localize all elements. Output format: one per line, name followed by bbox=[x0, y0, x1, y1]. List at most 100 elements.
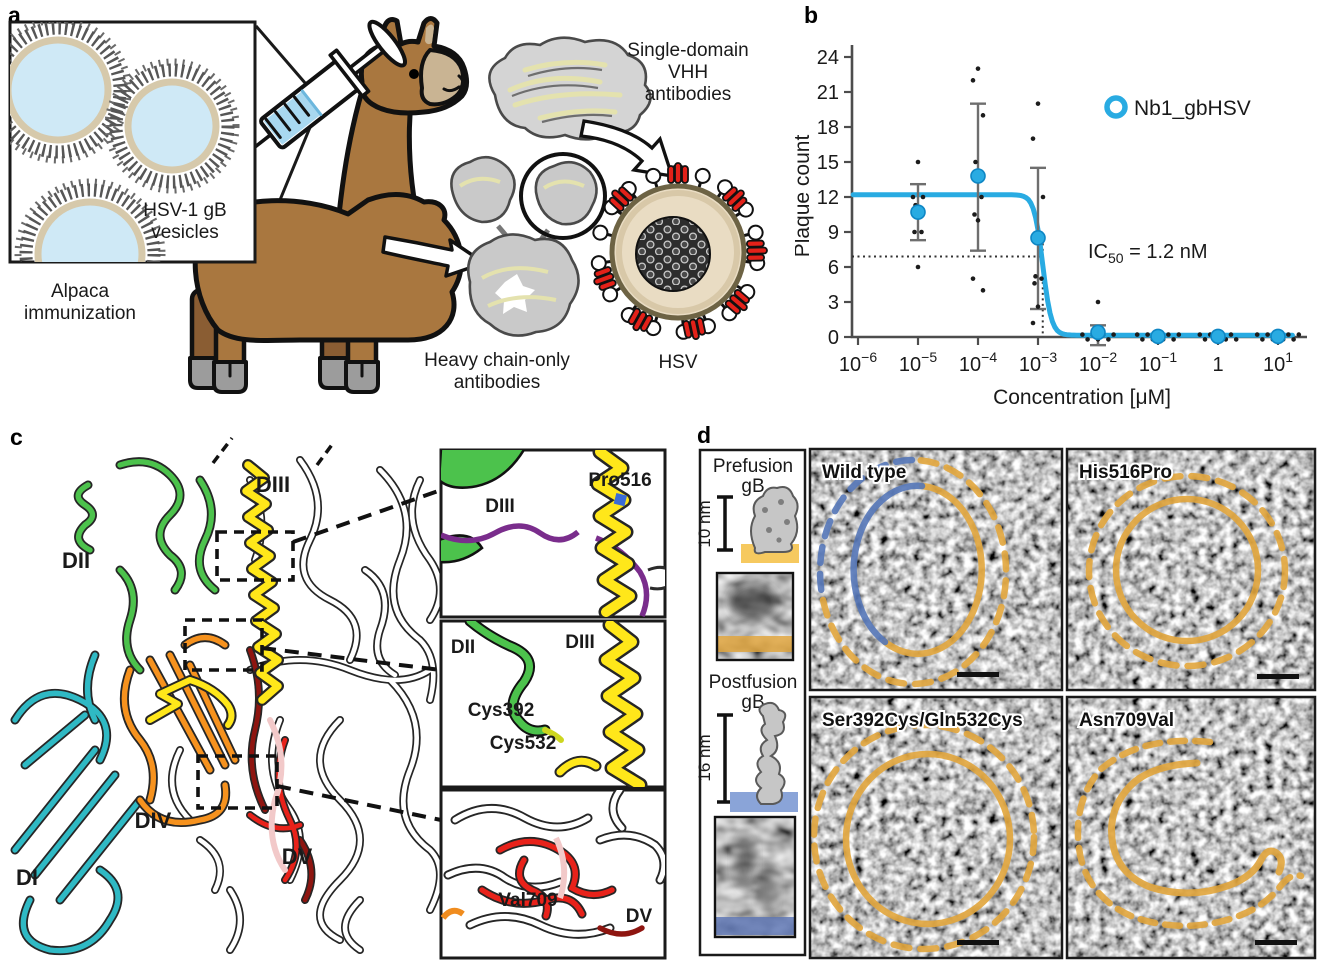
tomogram-label: His516Pro bbox=[1079, 462, 1172, 483]
x-tick-label: 10−1 bbox=[1139, 349, 1177, 376]
panel-a-illustration: HSV-1 gB vesicles Alpaca immunization bbox=[8, 16, 769, 394]
x-axis-label: Concentration [μM] bbox=[993, 386, 1171, 409]
y-ticks: 0 3 6 9 12 15 18 21 24 bbox=[817, 47, 852, 349]
vesicle bbox=[10, 22, 132, 164]
postfusion-gb-structure bbox=[755, 701, 787, 805]
hsv-label: HSV bbox=[658, 352, 697, 373]
y-tick-label: 15 bbox=[817, 152, 839, 174]
alpaca-eye bbox=[409, 69, 419, 79]
vesicle-inset: HSV-1 gB vesicles bbox=[8, 20, 257, 264]
tomogram-label: Ser392Cys/Gln532Cys bbox=[822, 710, 1023, 731]
y-tick-label: 9 bbox=[828, 222, 839, 244]
alpaca-label-line1: Alpaca bbox=[51, 281, 110, 302]
domain-label-dv: DV bbox=[282, 844, 313, 869]
postfusion-label-line2: gB bbox=[741, 692, 764, 713]
alpaca-illustration bbox=[188, 16, 486, 394]
legend-marker-icon bbox=[1104, 95, 1128, 119]
hsv-virion bbox=[589, 162, 769, 343]
scale-bar bbox=[1255, 940, 1297, 945]
prefusion-em-inset bbox=[715, 571, 795, 662]
x-tick-label: 10−2 bbox=[1079, 349, 1117, 376]
y-tick-label: 3 bbox=[828, 292, 839, 314]
y-tick-label: 12 bbox=[817, 187, 839, 209]
inset1-pro516-label: Pro516 bbox=[588, 470, 651, 491]
vesicle bbox=[104, 58, 240, 194]
inset2-cys532-label: Cys532 bbox=[490, 733, 557, 754]
domain-label-dii: DII bbox=[62, 548, 90, 573]
inset2-dii-label: DII bbox=[451, 637, 475, 658]
panel-letter-d: d bbox=[697, 422, 712, 448]
vesicle bbox=[14, 178, 166, 262]
x-tick-label: 10−4 bbox=[959, 349, 997, 376]
vhh-label-line3: antibodies bbox=[645, 84, 732, 105]
gb-reference-box: Prefusion gB 10 nm Postfusion gB 16 nm bbox=[695, 448, 807, 957]
tomogram-ser392cys-gln532cys: Ser392Cys/Gln532Cys bbox=[808, 695, 1064, 960]
legend-label: Nb1_gbHSV bbox=[1134, 97, 1251, 120]
panel-letter-b: b bbox=[804, 2, 819, 28]
y-tick-label: 21 bbox=[817, 82, 839, 104]
prefusion-label-line2: gB bbox=[741, 476, 764, 497]
scale-bar bbox=[1257, 674, 1299, 679]
alpaca-ear-inner bbox=[425, 24, 434, 45]
prefusion-gb-structure bbox=[750, 486, 799, 555]
x-tick-label: 10−6 bbox=[839, 349, 877, 376]
y-tick-label: 6 bbox=[828, 257, 839, 279]
vhh-structure bbox=[488, 36, 652, 141]
prefusion-scalebar bbox=[717, 495, 733, 552]
inset3-val709-label: Val709 bbox=[498, 890, 557, 911]
heavy-chain-antibody-structure bbox=[450, 152, 607, 337]
tomogram-asn709val: Asn709Val bbox=[1065, 695, 1317, 960]
tomogram-wild-type: Wild type bbox=[808, 447, 1064, 692]
alpaca-muzzle bbox=[419, 48, 466, 107]
panel-d-tomograms: Prefusion gB 10 nm Postfusion gB 16 nm bbox=[695, 447, 1317, 960]
panel-letter-c: c bbox=[10, 424, 23, 450]
y-tick-label: 18 bbox=[817, 117, 839, 139]
inset-val709: Val709 DV bbox=[439, 788, 667, 960]
domain-label-di: DI bbox=[16, 865, 38, 890]
prefusion-label-line1: Prefusion bbox=[713, 456, 793, 477]
x-tick-label: 1 bbox=[1212, 354, 1223, 376]
postfusion-scale-label: 16 nm bbox=[695, 734, 714, 781]
vesicle-inset-label-line1: HSV-1 gB bbox=[143, 200, 226, 221]
alpaca-label-line2: immunization bbox=[24, 303, 136, 324]
vhh-domain-circle bbox=[519, 152, 607, 240]
inset1-diii-label: DIII bbox=[485, 496, 515, 517]
panel-c-structure: DII DIII DIV DV DI DIII Pro516 bbox=[0, 436, 667, 960]
y-axis-label: Plaque count bbox=[795, 135, 814, 258]
zoom-boxes bbox=[183, 436, 442, 822]
hsv-glycoprotein-spikes bbox=[589, 162, 769, 343]
hsv-capsid bbox=[635, 216, 711, 292]
x-ticks: 10−6 10−5 10−4 10−3 10−2 10−1 1 101 bbox=[839, 337, 1293, 376]
inset-pro516: DIII Pro516 bbox=[439, 448, 667, 619]
heavy-chain-label-line2: antibodies bbox=[454, 372, 541, 393]
vhh-label-line1: Single-domain bbox=[627, 40, 748, 61]
y-tick-label: 0 bbox=[828, 327, 839, 349]
alpaca-mouth bbox=[442, 74, 465, 93]
inset2-diii-label: DIII bbox=[565, 632, 595, 653]
arrow-llama-to-antibodies bbox=[381, 235, 486, 278]
inset-cys-pair: DII DIII Cys392 Cys532 bbox=[439, 619, 667, 789]
syringe-icon bbox=[223, 19, 408, 173]
inset3-dv-label: DV bbox=[626, 906, 653, 927]
postfusion-em-inset bbox=[713, 815, 797, 939]
inset2-cys392-label: Cys392 bbox=[468, 700, 535, 721]
postfusion-label-line1: Postfusion bbox=[709, 672, 798, 693]
y-tick-label: 24 bbox=[817, 47, 839, 69]
x-tick-label: 10−3 bbox=[1019, 349, 1057, 376]
tomogram-his516pro: His516Pro bbox=[1065, 447, 1317, 692]
chart-plot-area bbox=[850, 66, 1302, 347]
domain-label-div: DIV bbox=[135, 808, 172, 833]
chart-legend: Nb1_gbHSV bbox=[1104, 95, 1251, 120]
chart-axes bbox=[850, 45, 1307, 339]
scale-bar bbox=[957, 940, 999, 945]
scale-bar bbox=[957, 672, 999, 677]
tomogram-label: Asn709Val bbox=[1079, 710, 1174, 731]
hsv-gb-trimers bbox=[590, 162, 769, 343]
prefusion-scale-label: 10 nm bbox=[695, 500, 714, 547]
domain-label-diii: DIII bbox=[256, 472, 290, 497]
x-tick-label: 10−5 bbox=[899, 349, 937, 376]
panel-b-chart: 0 3 6 9 12 15 18 21 24 10−6 10−5 10−4 10… bbox=[795, 45, 1307, 409]
tomogram-label: Wild type bbox=[822, 462, 906, 483]
vesicle-inset-label-line2: vesicles bbox=[151, 222, 219, 243]
